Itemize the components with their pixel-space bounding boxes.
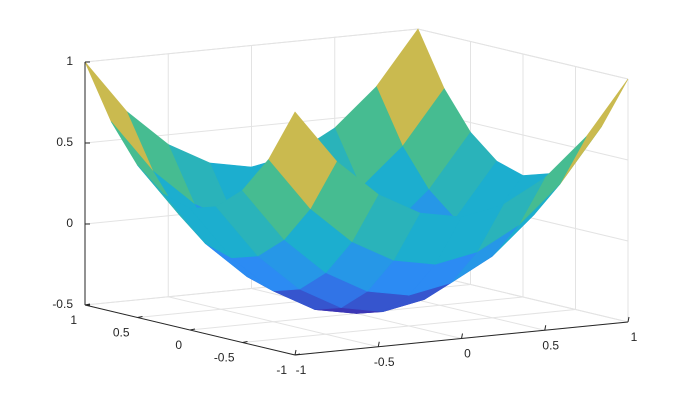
y-tick-label: 0 [175,338,182,352]
x-tick-label: 1 [631,330,638,344]
surface-patch [268,111,337,210]
y-tick-label: 1 [70,313,77,327]
z-tick-label: 0.5 [56,135,73,149]
surface-patch [559,78,629,184]
x-tick [627,316,630,323]
y-tick [189,328,196,331]
x-tick [294,349,297,356]
x-tick [461,333,463,339]
y-tick [137,316,143,318]
box-edge [417,28,629,80]
x-tick-label: -0.5 [374,355,395,369]
x-tick-label: -1 [296,363,307,377]
z-tick-label: 0 [66,216,73,230]
y-tick-label: -1 [276,363,287,377]
z-tick-label: 1 [66,54,73,68]
x-tick-label: 0.5 [542,338,559,352]
y-tick-label: -0.5 [214,351,235,365]
x-tick-label: 0 [464,347,471,361]
grid-line [242,309,576,343]
y-tick [242,341,248,343]
x-tick [377,341,380,347]
box-edge [84,28,419,63]
surface-patch [84,61,154,172]
x-tick [544,325,547,331]
y-tick-label: 0.5 [113,326,130,340]
y-tick [294,353,301,356]
z-tick-label: -0.5 [52,297,73,311]
